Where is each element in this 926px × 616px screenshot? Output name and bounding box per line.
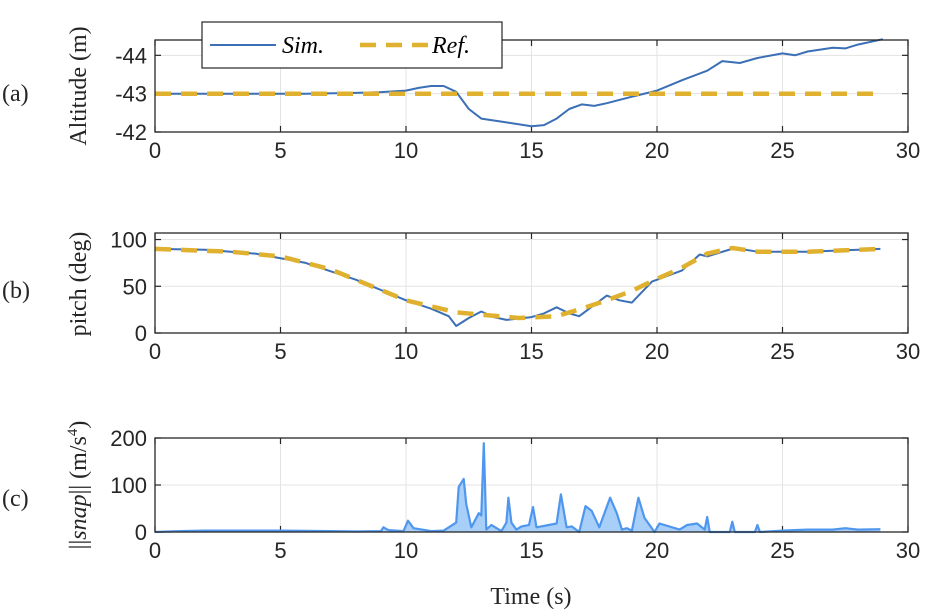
subplot-b: 0 5 10 15 20 25 30 0 50 100 <box>110 228 920 364</box>
legend-sim-label: Sim. <box>282 33 324 59</box>
subplot-c: 0 5 10 15 20 25 30 0 100 200 <box>110 426 920 563</box>
axes-frame <box>154 232 909 334</box>
ylabel-snap-close: ) <box>66 421 92 429</box>
x-tick-label: 20 <box>645 538 669 563</box>
ylabel-snap-var: snap <box>66 494 92 539</box>
panel-label-c: (c) <box>2 486 29 512</box>
x-tick-label: 5 <box>274 339 286 364</box>
x-tick-label: 30 <box>896 538 920 563</box>
y-tick-label: 50 <box>123 274 147 299</box>
y-tick-label: -43 <box>115 82 147 107</box>
x-tick-label: 10 <box>394 138 418 163</box>
x-tick-label: 20 <box>645 138 669 163</box>
y-tick-label: 200 <box>110 426 147 451</box>
x-tick-label: 0 <box>149 538 161 563</box>
x-tick-label: 15 <box>519 138 543 163</box>
x-tick-label: 30 <box>896 138 920 163</box>
ylabel-snap-bars: || <box>66 540 92 550</box>
axes-frame <box>154 437 909 533</box>
series-sim-line <box>155 38 884 128</box>
y-tick-label: -42 <box>115 120 147 145</box>
x-tick-label: 10 <box>394 339 418 364</box>
ylabel-pitch: pitch (deg) <box>66 232 92 337</box>
x-tick-label: 25 <box>770 339 794 364</box>
x-tick-label: 25 <box>770 138 794 163</box>
y-tick-label: -44 <box>115 43 147 68</box>
x-tick-label: 15 <box>519 339 543 364</box>
y-tick-label: 100 <box>110 473 147 498</box>
y-tick-label: 100 <box>110 228 147 253</box>
ylabel-altitude: Altitude (m) <box>66 26 92 145</box>
x-tick-label: 0 <box>149 138 161 163</box>
subplot-a: 0 5 10 15 20 25 30 -44 -43 -42 Sim. Ref. <box>115 21 920 163</box>
legend: Sim. Ref. <box>201 21 503 69</box>
series-ref-line <box>154 245 883 321</box>
ylabel-snap-sup: 4 <box>65 428 81 436</box>
x-tick-label: 0 <box>149 339 161 364</box>
panel-label-b: (b) <box>2 278 30 304</box>
ylabel-snap: ||snap|| (m/s4) <box>65 421 92 550</box>
x-tick-label: 10 <box>394 538 418 563</box>
legend-ref-label: Ref. <box>431 33 470 59</box>
axes-frame <box>154 39 909 133</box>
y-tick-label: 0 <box>135 520 147 545</box>
ylabel-snap-unit: (m/s <box>66 436 92 479</box>
x-tick-label: 30 <box>896 339 920 364</box>
panel-label-a: (a) <box>2 81 29 107</box>
x-tick-label: 5 <box>274 138 286 163</box>
x-tick-label: 20 <box>645 339 669 364</box>
ylabel-snap-bars-close: || <box>66 485 92 495</box>
xlabel-time: Time (s) <box>490 584 571 610</box>
x-tick-label: 5 <box>274 538 286 563</box>
x-tick-label: 15 <box>519 538 543 563</box>
x-tick-label: 25 <box>770 538 794 563</box>
y-tick-label: 0 <box>135 321 147 346</box>
